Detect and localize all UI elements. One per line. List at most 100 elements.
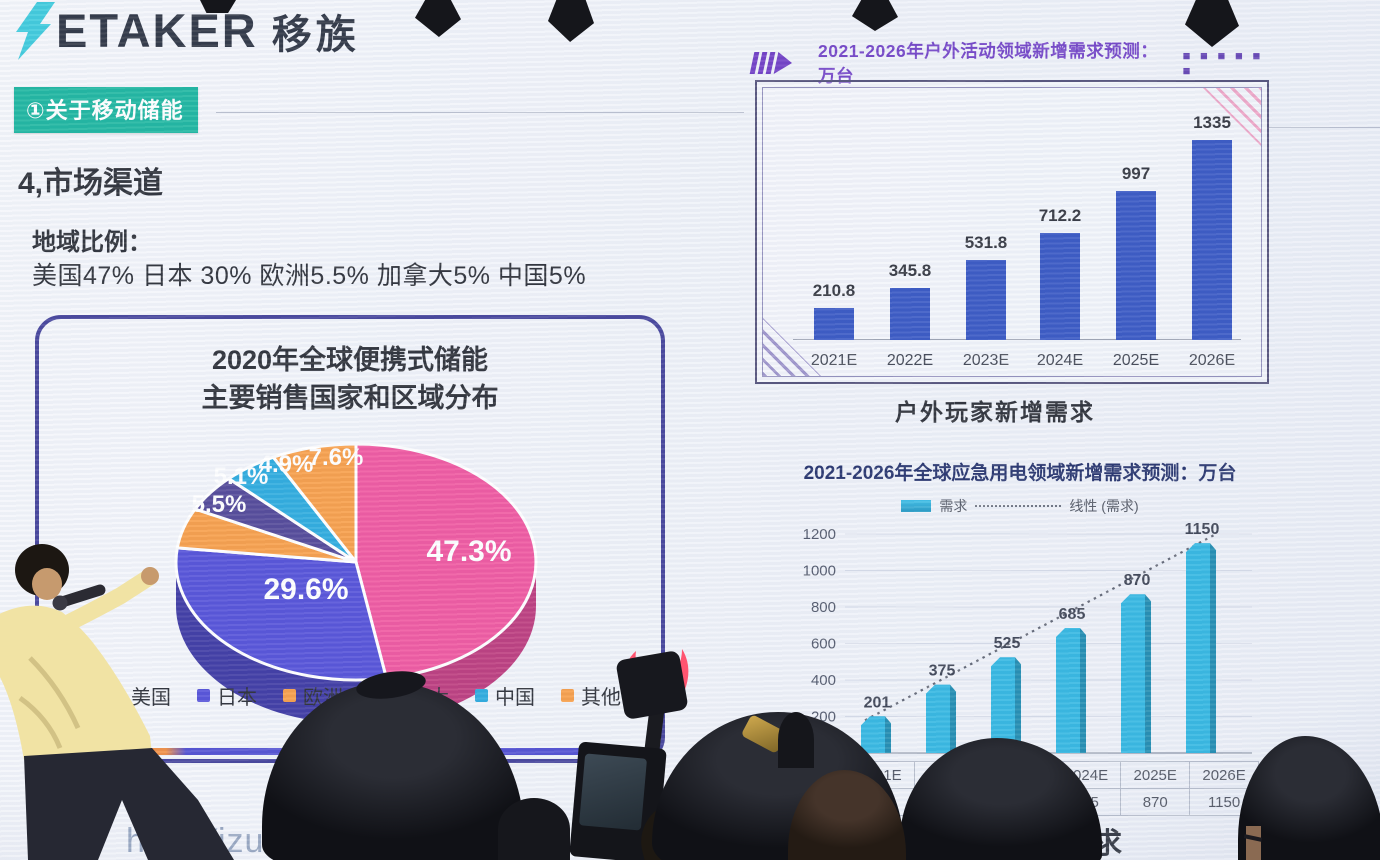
bar-value-label: 997 <box>1121 164 1151 183</box>
y-tick-label: 800 <box>811 599 836 616</box>
presenter-shirt <box>0 605 152 760</box>
pie-value-label: 5.1% <box>214 463 269 490</box>
legend-dotted-line <box>975 505 1062 507</box>
y-tick-label: 1000 <box>803 563 836 580</box>
legend-swatch-demand <box>901 500 932 512</box>
pie-slice-其他 <box>271 442 358 564</box>
trend-line <box>864 534 1215 722</box>
ceiling-object <box>200 0 236 13</box>
bar-face-2022E <box>926 684 950 753</box>
x-axis-label: 2024E <box>1036 352 1084 369</box>
legend-label: 美国 <box>131 687 171 709</box>
microphone <box>56 584 106 608</box>
pie-depth <box>176 562 536 724</box>
pie-title-line2: 主要销售国家和区域分布 <box>201 383 499 413</box>
bar-side <box>950 684 956 753</box>
x-axis-label: 2026E <box>1188 352 1236 369</box>
bar-value-label: 531.8 <box>964 233 1008 252</box>
pie-value-label: 47.3% <box>426 535 511 568</box>
lightning-bolt-icon <box>16 2 55 60</box>
pie-slice-美国 <box>354 442 538 680</box>
pie-legend-item: 中国 <box>475 681 535 710</box>
y-tick-label: 600 <box>811 636 836 653</box>
x-axis-label: 2025E <box>1112 352 1160 369</box>
brand-name-cn: 移族 <box>271 13 360 57</box>
bar-value-label: 345.8 <box>888 261 932 280</box>
emergency-legend: 需求 线性 (需求) <box>790 496 1250 516</box>
audience-face-sliver <box>1246 826 1261 860</box>
divider-line <box>216 112 744 113</box>
emergency-bar-chart: 0200400600800100012002013755256858701150 <box>803 521 1252 760</box>
slide-heading: 4,市场渠道 <box>18 167 164 200</box>
bar-face-2021E <box>861 716 885 753</box>
legend-label: 中国 <box>495 687 535 709</box>
x-axis-label: 2022E <box>886 352 934 369</box>
presenter-silhouette <box>0 544 234 860</box>
pie-legend-item: 其他 <box>561 681 621 710</box>
audience-head <box>778 712 814 768</box>
legend-label-trend: 线性 (需求) <box>1069 498 1139 514</box>
pie-chart-card: 47.3% 29.6% 5.5% 5.1% 4.9% 7.6% 2020年全球便携式储能 … <box>35 315 665 763</box>
bar-value-label: 1335 <box>1193 113 1231 132</box>
bar-value-label: 201 <box>864 694 891 711</box>
legend-label: 日本 <box>217 687 257 709</box>
brand-logo: ETAKER 移族 <box>10 2 360 60</box>
x-axis-label: 2021E <box>810 352 858 369</box>
pie-legend-item: 日本 <box>197 681 257 710</box>
table-header-cell: 2026E <box>1189 761 1259 789</box>
bar-face-2024E <box>1056 628 1080 753</box>
bar-side <box>1210 543 1216 753</box>
bar-2022E <box>890 288 930 340</box>
bar-2023E <box>966 260 1006 340</box>
bar-2026E <box>1192 140 1232 340</box>
pie-value-label: 5.5% <box>192 491 247 518</box>
dots-decoration: ■ ■ ■ ■ ■ ■ <box>1182 48 1264 78</box>
x-axis-label: 2023E <box>962 352 1010 369</box>
presenter-arm <box>45 569 157 639</box>
camera-lcd-screen <box>578 753 648 831</box>
bar-side <box>1145 594 1151 753</box>
triple-bar-arrow-icon <box>749 52 795 74</box>
bar-side <box>885 716 891 753</box>
camera-flash-head <box>615 649 689 721</box>
region-ratio-values: 美国47% 日本 30% 欧洲5.5% 加拿大5% 中国5% <box>32 262 587 290</box>
bar-value-label: 1150 <box>1185 521 1220 538</box>
pie-value-label: 4.9% <box>259 451 314 478</box>
bar-value-label: 712.2 <box>1038 206 1082 225</box>
bar-value-label: 375 <box>929 663 956 680</box>
audience-head <box>498 798 570 860</box>
divider-line-right <box>1268 127 1380 128</box>
legend-swatch <box>475 689 488 702</box>
outdoor-card-inner-border <box>762 87 1262 377</box>
outdoor-caption: 户外玩家新增需求 <box>895 399 1095 425</box>
section-badge: ①关于移动储能 <box>14 87 198 133</box>
table-value-cell: 870 <box>1120 788 1191 816</box>
pie-slice-日本 <box>174 546 388 682</box>
bar-face-2025E <box>1121 594 1145 753</box>
legend-swatch <box>561 689 574 702</box>
outdoor-bar-chart: 210.8 2021E 345.8 2022E 531.8 2023E 712.2 2024E… <box>755 80 1269 384</box>
outdoor-x-axis <box>793 338 1241 340</box>
table-header-cell: 2025E <box>1120 761 1191 789</box>
pie-value-label: 29.6% <box>263 573 348 606</box>
bar-side <box>1015 657 1021 753</box>
bar-side <box>1080 628 1086 753</box>
bar-value-label: 685 <box>1059 606 1086 623</box>
legend-swatch <box>283 689 296 702</box>
bar-value-label: 870 <box>1124 572 1151 589</box>
region-ratio-label: 地域比例： <box>32 229 152 256</box>
pie-title-line1: 2020年全球便携式储能 <box>211 345 489 375</box>
bar-value-label: 525 <box>994 635 1021 652</box>
ceiling-speaker <box>548 0 594 42</box>
bar-2024E <box>1040 233 1080 340</box>
bar-face-2026E <box>1186 543 1210 753</box>
pie-chart: 47.3% 29.6% 5.5%5.1%4.9%7.6% <box>174 442 538 724</box>
outdoor-chart-titlebar: 2021-2026年户外活动领域新增需求预测：万台 ■ ■ ■ ■ ■ ■ <box>749 38 1272 88</box>
y-tick-label: 400 <box>811 672 836 689</box>
bar-face-2023E <box>991 657 1015 753</box>
y-tick-label: 1200 <box>803 526 836 543</box>
bar-value-label: 210.8 <box>812 281 856 300</box>
emergency-chart-title: 2021-2026年全球应急用电领域新增需求预测：万台 <box>803 463 1237 484</box>
presenter-trousers <box>24 748 234 860</box>
